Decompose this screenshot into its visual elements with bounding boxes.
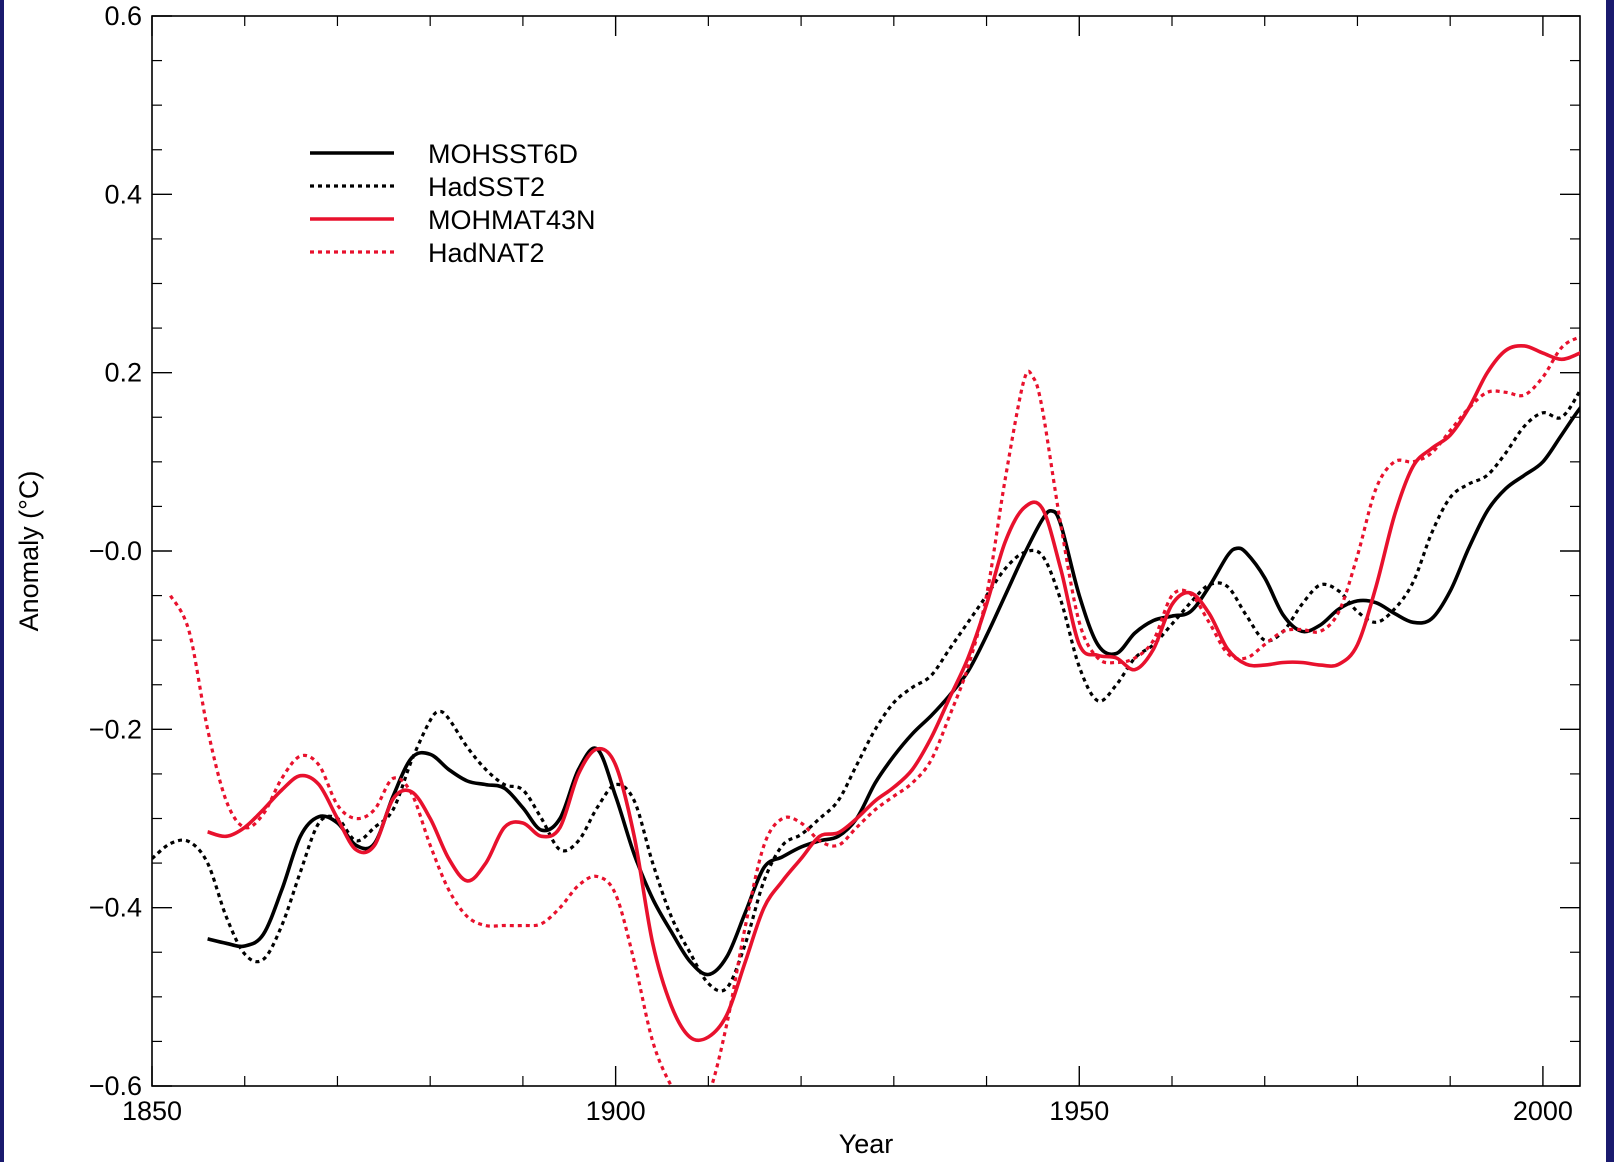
y-tick-label: 0.4 <box>104 179 142 209</box>
legend-label: MOHMAT43N <box>428 205 596 235</box>
x-tick-label: 2000 <box>1513 1096 1573 1126</box>
y-tick-label: 0.6 <box>104 1 142 31</box>
plot-area-border <box>151 15 1581 1087</box>
x-tick-label: 1950 <box>1049 1096 1109 1126</box>
x-tick-label: 1850 <box>122 1096 182 1126</box>
x-axis-label: Year <box>839 1129 894 1159</box>
series-line-hadsst2 <box>152 387 1580 993</box>
axis-ticks: 1850 1900 1950 2000 −0.6 −0.4 −0.2 −0.0 0.2 0.4 0.… <box>89 1 1580 1126</box>
y-tick-label: 0.2 <box>104 358 142 388</box>
frame-right-border <box>1606 0 1614 1162</box>
y-tick-label: −0.4 <box>89 893 142 923</box>
series-line-hadnat2 <box>169 335 1580 1086</box>
legend-label: MOHSST6D <box>428 139 578 169</box>
y-tick-label: −0.6 <box>89 1071 142 1101</box>
x-tick-label: 1900 <box>586 1096 646 1126</box>
legend-label: HadSST2 <box>428 172 545 202</box>
y-tick-label: −0.2 <box>89 714 142 744</box>
series-lines <box>152 335 1580 1086</box>
legend-label: HadNAT2 <box>428 238 545 268</box>
axes <box>151 15 1581 1087</box>
y-axis-label: Anomaly (°C) <box>14 471 44 632</box>
series-line-mohmat43n <box>207 343 1580 1043</box>
series-line-mohsst6d <box>207 405 1580 977</box>
frame-left-border <box>0 0 4 1162</box>
y-tick-label: −0.0 <box>89 536 142 566</box>
